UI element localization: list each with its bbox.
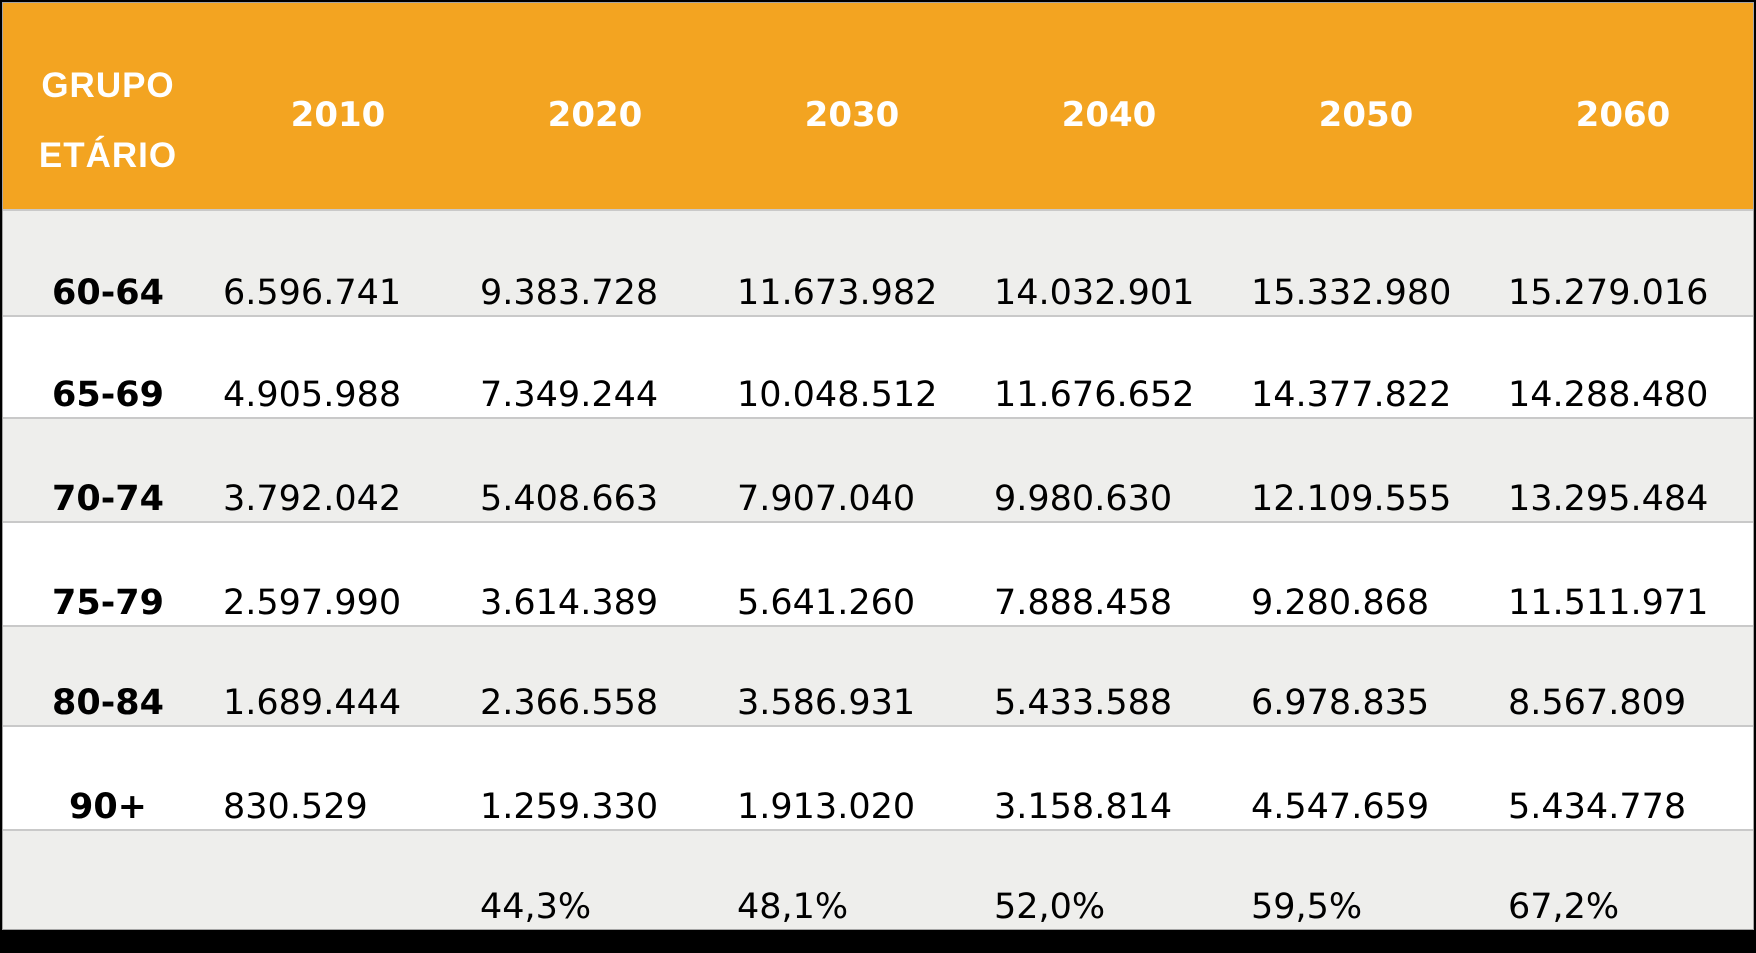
table-cell: 2.597.990	[223, 583, 402, 623]
table-cell: 13.295.484	[1508, 479, 1709, 519]
age-group-header-line1: GRUPO	[41, 66, 175, 105]
table-cell: 4.905.988	[223, 375, 402, 415]
table-cell: 15.279.016	[1508, 273, 1709, 313]
table-cell: 44,3%	[480, 887, 592, 927]
table-cell: 8.567.809	[1508, 683, 1687, 723]
table-row: 90+ 830.529 1.259.330 1.913.020 3.158.814 4.5…	[3, 727, 1753, 831]
table-cell: 2.366.558	[480, 683, 659, 723]
age-group-label: 90+	[68, 787, 148, 827]
table-cell: 11.511.971	[1508, 583, 1709, 623]
table-cell: 12.109.555	[1251, 479, 1452, 519]
table-cell: 3.614.389	[480, 583, 659, 623]
table-header: GRUPO ETÁRIO 2010 2020 2030 2040 2050 20…	[3, 3, 1753, 211]
table-row: 75-79 2.597.990 3.614.389 5.641.260 7.888.45…	[3, 523, 1753, 627]
year-header-2060: 2060	[1575, 95, 1671, 135]
age-group-label: 65-69	[52, 375, 164, 415]
table-cell: 1.689.444	[223, 683, 402, 723]
table-cell: 4.547.659	[1251, 787, 1430, 827]
table-cell: 7.349.244	[480, 375, 659, 415]
table-cell: 48,1%	[737, 887, 849, 927]
table-cell: 59,5%	[1251, 887, 1363, 927]
table-cell: 11.676.652	[994, 375, 1195, 415]
age-group-label: 60-64	[52, 273, 164, 313]
age-group-label: 70-74	[52, 479, 164, 519]
table-cell: 6.596.741	[223, 273, 402, 313]
table-cell: 14.032.901	[994, 273, 1195, 313]
age-group-header: GRUPO ETÁRIO	[3, 51, 213, 191]
table-cell: 1.913.020	[737, 787, 916, 827]
table-row: 60-64 6.596.741 9.383.728 11.673.982 14.032.…	[3, 211, 1753, 317]
age-group-header-line2: ETÁRIO	[38, 136, 178, 175]
table-cell: 5.433.588	[994, 683, 1173, 723]
table-row: 70-74 3.792.042 5.408.663 7.907.040 9.980.63…	[3, 419, 1753, 523]
table-cell: 6.978.835	[1251, 683, 1430, 723]
table-row: 65-69 4.905.988 7.349.244 10.048.512 11.676.…	[3, 317, 1753, 419]
population-table: GRUPO ETÁRIO 2010 2020 2030 2040 2050 20…	[2, 2, 1754, 930]
table-cell: 7.907.040	[737, 479, 916, 519]
table-row: 44,3% 48,1% 52,0% 59,5% 67,2%	[3, 831, 1753, 929]
table-cell: 5.408.663	[480, 479, 659, 519]
age-group-label: 75-79	[52, 583, 164, 623]
table-cell: 3.586.931	[737, 683, 916, 723]
table-cell: 52,0%	[994, 887, 1106, 927]
table-cell: 3.792.042	[223, 479, 402, 519]
table-cell: 14.377.822	[1251, 375, 1452, 415]
table-cell: 830.529	[223, 787, 368, 827]
table-cell: 14.288.480	[1508, 375, 1709, 415]
table-cell: 9.280.868	[1251, 583, 1430, 623]
table-cell: 10.048.512	[737, 375, 938, 415]
table-cell: 9.980.630	[994, 479, 1173, 519]
table-cell: 7.888.458	[994, 583, 1173, 623]
year-header-2020: 2020	[547, 95, 643, 135]
table-cell: 9.383.728	[480, 273, 659, 313]
year-header-2010: 2010	[290, 95, 386, 135]
year-header-2040: 2040	[1061, 95, 1157, 135]
year-header-2050: 2050	[1318, 95, 1414, 135]
age-group-label: 80-84	[52, 683, 164, 723]
table-cell: 67,2%	[1508, 887, 1620, 927]
table-cell: 1.259.330	[480, 787, 659, 827]
table-row: 80-84 1.689.444 2.366.558 3.586.931 5.433.58…	[3, 627, 1753, 727]
table-cell: 15.332.980	[1251, 273, 1452, 313]
table-cell: 5.434.778	[1508, 787, 1687, 827]
year-header-2030: 2030	[804, 95, 900, 135]
table-cell: 11.673.982	[737, 273, 938, 313]
table-cell: 5.641.260	[737, 583, 916, 623]
table-cell: 3.158.814	[994, 787, 1173, 827]
